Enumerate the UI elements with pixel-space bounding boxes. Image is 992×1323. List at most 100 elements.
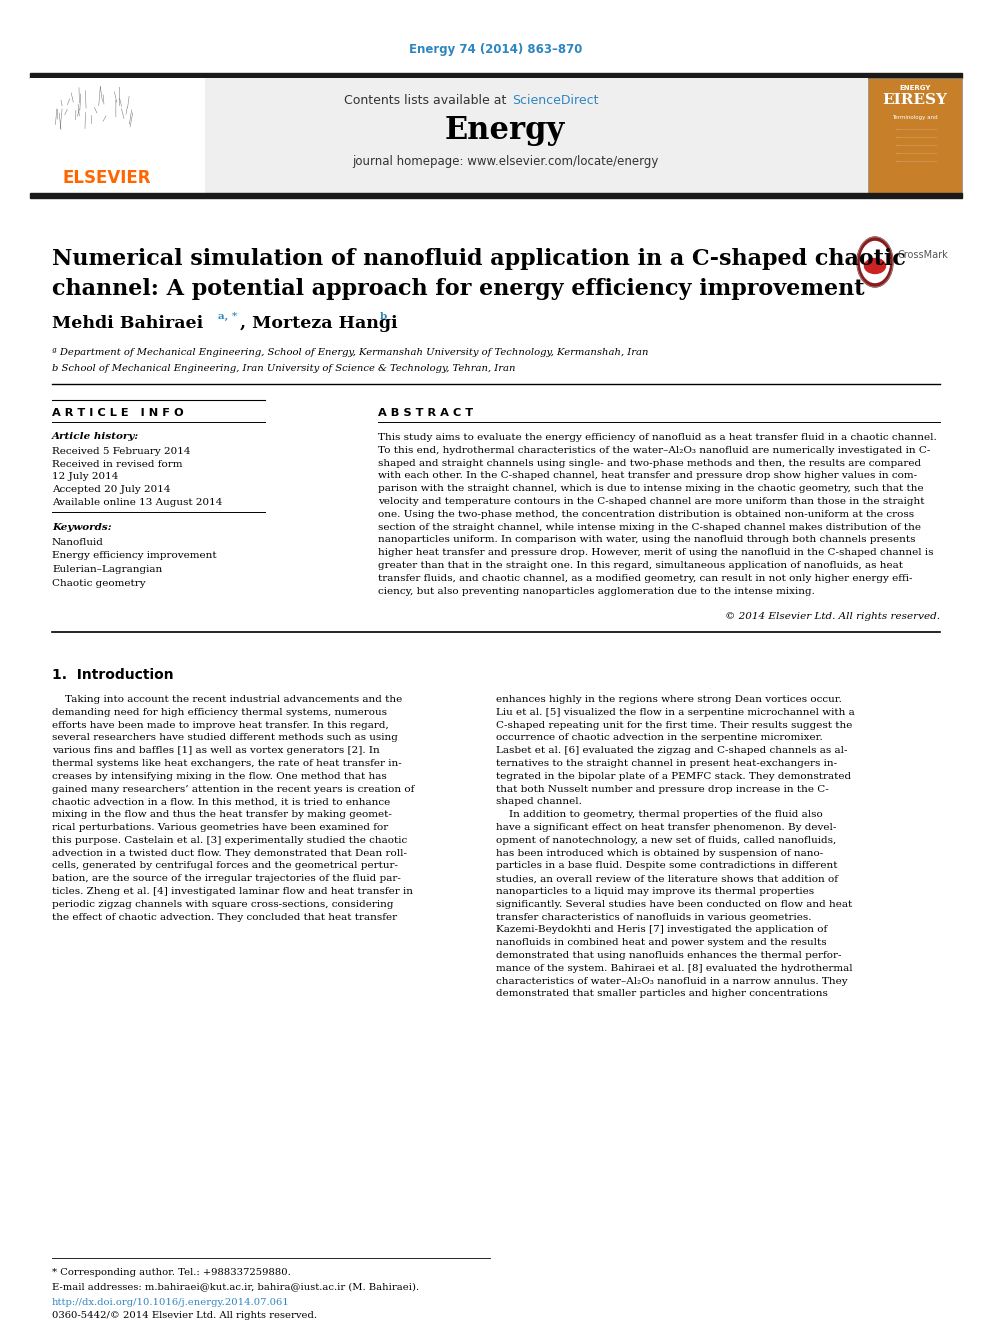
Text: nanoparticles uniform. In comparison with water, using the nanofluid through bot: nanoparticles uniform. In comparison wit…	[378, 536, 916, 544]
Text: Keywords:: Keywords:	[52, 523, 112, 532]
Text: several researchers have studied different methods such as using: several researchers have studied differe…	[52, 733, 398, 742]
Text: ____________________: ____________________	[895, 126, 937, 130]
Text: ENERGY: ENERGY	[900, 85, 930, 91]
Text: nanofluids in combined heat and power system and the results: nanofluids in combined heat and power sy…	[496, 938, 826, 947]
Text: various fins and baffles [1] as well as vortex generators [2]. In: various fins and baffles [1] as well as …	[52, 746, 380, 755]
Text: cells, generated by centrifugal forces and the geometrical pertur-: cells, generated by centrifugal forces a…	[52, 861, 398, 871]
Text: E-mail addresses: m.bahiraei@kut.ac.ir, bahira@iust.ac.ir (M. Bahiraei).: E-mail addresses: m.bahiraei@kut.ac.ir, …	[52, 1282, 420, 1291]
Text: * Corresponding author. Tel.: +988337259880.: * Corresponding author. Tel.: +988337259…	[52, 1267, 291, 1277]
Text: Received 5 February 2014: Received 5 February 2014	[52, 447, 190, 456]
Text: one. Using the two-phase method, the concentration distribution is obtained non-: one. Using the two-phase method, the con…	[378, 509, 914, 519]
Text: b: b	[380, 312, 387, 321]
Text: CrossMark: CrossMark	[898, 250, 948, 261]
Text: Nanofluid: Nanofluid	[52, 538, 104, 546]
Text: higher heat transfer and pressure drop. However, merit of using the nanofluid in: higher heat transfer and pressure drop. …	[378, 548, 933, 557]
Text: opment of nanotechnology, a new set of fluids, called nanofluids,: opment of nanotechnology, a new set of f…	[496, 836, 836, 845]
Text: enhances highly in the regions where strong Dean vortices occur.: enhances highly in the regions where str…	[496, 695, 842, 704]
Text: parison with the straight channel, which is due to intense mixing in the chaotic: parison with the straight channel, which…	[378, 484, 924, 493]
Text: Available online 13 August 2014: Available online 13 August 2014	[52, 497, 222, 507]
Text: shaped and straight channels using single- and two-phase methods and then, the r: shaped and straight channels using singl…	[378, 459, 922, 467]
Text: To this end, hydrothermal characteristics of the water–Al₂O₃ nanofluid are numer: To this end, hydrothermal characteristic…	[378, 446, 930, 455]
Text: A B S T R A C T: A B S T R A C T	[378, 407, 473, 418]
Text: velocity and temperature contours in the C-shaped channel are more uniform than : velocity and temperature contours in the…	[378, 497, 925, 505]
Text: characteristics of water–Al₂O₃ nanofluid in a narrow annulus. They: characteristics of water–Al₂O₃ nanofluid…	[496, 976, 847, 986]
Bar	[30, 193, 962, 198]
Text: In addition to geometry, thermal properties of the fluid also: In addition to geometry, thermal propert…	[496, 810, 822, 819]
Text: © 2014 Elsevier Ltd. All rights reserved.: © 2014 Elsevier Ltd. All rights reserved…	[725, 613, 940, 620]
Text: significantly. Several studies have been conducted on flow and heat: significantly. Several studies have been…	[496, 900, 852, 909]
Text: Liu et al. [5] visualized the flow in a serpentine microchannel with a: Liu et al. [5] visualized the flow in a …	[496, 708, 855, 717]
Text: bation, are the source of the irregular trajectories of the fluid par-: bation, are the source of the irregular …	[52, 875, 401, 884]
Text: shaped channel.: shaped channel.	[496, 798, 582, 807]
Bar	[30, 78, 205, 193]
Text: section of the straight channel, while intense mixing in the C-shaped channel ma: section of the straight channel, while i…	[378, 523, 921, 532]
Text: b School of Mechanical Engineering, Iran University of Science & Technology, Teh: b School of Mechanical Engineering, Iran…	[52, 364, 516, 373]
Ellipse shape	[860, 242, 890, 283]
Text: gained many researchers’ attention in the recent years is creation of: gained many researchers’ attention in th…	[52, 785, 415, 794]
Text: ciency, but also preventing nanoparticles agglomeration due to the intense mixin: ciency, but also preventing nanoparticle…	[378, 586, 814, 595]
Text: ScienceDirect: ScienceDirect	[512, 94, 598, 106]
Text: occurrence of chaotic advection in the serpentine micromixer.: occurrence of chaotic advection in the s…	[496, 733, 822, 742]
Text: efforts have been made to improve heat transfer. In this regard,: efforts have been made to improve heat t…	[52, 721, 389, 729]
Text: mance of the system. Bahiraei et al. [8] evaluated the hydrothermal: mance of the system. Bahiraei et al. [8]…	[496, 963, 853, 972]
Text: demonstrated that smaller particles and higher concentrations: demonstrated that smaller particles and …	[496, 990, 828, 999]
Text: periodic zigzag channels with square cross-sections, considering: periodic zigzag channels with square cro…	[52, 900, 394, 909]
Text: Energy efficiency improvement: Energy efficiency improvement	[52, 552, 216, 561]
Text: chaotic advection in a flow. In this method, it is tried to enhance: chaotic advection in a flow. In this met…	[52, 798, 390, 807]
Text: nanoparticles to a liquid may improve its thermal properties: nanoparticles to a liquid may improve it…	[496, 886, 814, 896]
Text: ____________________: ____________________	[895, 149, 937, 153]
Text: have a significant effect on heat transfer phenomenon. By devel-: have a significant effect on heat transf…	[496, 823, 836, 832]
Text: ternatives to the straight channel in present heat-exchangers in-: ternatives to the straight channel in pr…	[496, 759, 837, 767]
Text: Lasbet et al. [6] evaluated the zigzag and C-shaped channels as al-: Lasbet et al. [6] evaluated the zigzag a…	[496, 746, 847, 755]
Text: Mehdi Bahiraei: Mehdi Bahiraei	[52, 315, 203, 332]
Text: Contents lists available at: Contents lists available at	[343, 94, 510, 106]
Bar	[868, 78, 962, 193]
Text: tegrated in the bipolar plate of a PEMFC stack. They demonstrated: tegrated in the bipolar plate of a PEMFC…	[496, 771, 851, 781]
Text: has been introduced which is obtained by suspension of nano-: has been introduced which is obtained by…	[496, 848, 823, 857]
Text: transfer fluids, and chaotic channel, as a modified geometry, can result in not : transfer fluids, and chaotic channel, as…	[378, 574, 913, 583]
Text: Taking into account the recent industrial advancements and the: Taking into account the recent industria…	[52, 695, 402, 704]
Text: journal homepage: www.elsevier.com/locate/energy: journal homepage: www.elsevier.com/locat…	[352, 156, 658, 168]
Text: Numerical simulation of nanofluid application in a C-shaped chaotic
channel: A p: Numerical simulation of nanofluid applic…	[52, 247, 906, 299]
Text: 0360-5442/© 2014 Elsevier Ltd. All rights reserved.: 0360-5442/© 2014 Elsevier Ltd. All right…	[52, 1311, 317, 1320]
Text: Eulerian–Lagrangian: Eulerian–Lagrangian	[52, 565, 163, 574]
Text: rical perturbations. Various geometries have been examined for: rical perturbations. Various geometries …	[52, 823, 388, 832]
Text: Accepted 20 July 2014: Accepted 20 July 2014	[52, 486, 171, 493]
Bar	[30, 78, 868, 193]
Text: http://dx.doi.org/10.1016/j.energy.2014.07.061: http://dx.doi.org/10.1016/j.energy.2014.…	[52, 1298, 290, 1307]
Text: EIRESY: EIRESY	[883, 93, 947, 107]
Text: Chaotic geometry: Chaotic geometry	[52, 578, 146, 587]
Text: , Morteza Hangi: , Morteza Hangi	[240, 315, 398, 332]
Ellipse shape	[857, 237, 893, 287]
Text: demanding need for high efficiency thermal systems, numerous: demanding need for high efficiency therm…	[52, 708, 387, 717]
Text: Terminology and: Terminology and	[892, 115, 937, 120]
Text: that both Nusselt number and pressure drop increase in the C-: that both Nusselt number and pressure dr…	[496, 785, 828, 794]
Text: This study aims to evaluate the energy efficiency of nanofluid as a heat transfe: This study aims to evaluate the energy e…	[378, 433, 936, 442]
Text: creases by intensifying mixing in the flow. One method that has: creases by intensifying mixing in the fl…	[52, 771, 387, 781]
Text: studies, an overall review of the literature shows that addition of: studies, an overall review of the litera…	[496, 875, 838, 884]
Ellipse shape	[864, 258, 886, 274]
Text: demonstrated that using nanofluids enhances the thermal perfor-: demonstrated that using nanofluids enhan…	[496, 951, 841, 960]
Text: A R T I C L E   I N F O: A R T I C L E I N F O	[52, 407, 184, 418]
Text: advection in a twisted duct flow. They demonstrated that Dean roll-: advection in a twisted duct flow. They d…	[52, 848, 407, 857]
Text: mixing in the flow and thus the heat transfer by making geomet-: mixing in the flow and thus the heat tra…	[52, 810, 392, 819]
Text: ____________________: ____________________	[895, 134, 937, 138]
Text: ticles. Zheng et al. [4] investigated laminar flow and heat transfer in: ticles. Zheng et al. [4] investigated la…	[52, 886, 413, 896]
Text: ____________________: ____________________	[895, 157, 937, 161]
Text: thermal systems like heat exchangers, the rate of heat transfer in-: thermal systems like heat exchangers, th…	[52, 759, 402, 767]
Text: with each other. In the C-shaped channel, heat transfer and pressure drop show h: with each other. In the C-shaped channel…	[378, 471, 918, 480]
Text: a, *: a, *	[218, 312, 237, 321]
Text: the effect of chaotic advection. They concluded that heat transfer: the effect of chaotic advection. They co…	[52, 913, 397, 922]
Text: ____________________: ____________________	[895, 142, 937, 146]
Text: ª Department of Mechanical Engineering, School of Energy, Kermanshah University : ª Department of Mechanical Engineering, …	[52, 348, 649, 357]
Text: greater than that in the straight one. In this regard, simultaneous application : greater than that in the straight one. I…	[378, 561, 903, 570]
Text: Energy: Energy	[444, 115, 565, 146]
Text: Received in revised form: Received in revised form	[52, 460, 183, 468]
Text: Kazemi-Beydokhti and Heris [7] investigated the application of: Kazemi-Beydokhti and Heris [7] investiga…	[496, 925, 827, 934]
Text: particles in a base fluid. Despite some contradictions in different: particles in a base fluid. Despite some …	[496, 861, 837, 871]
Text: transfer characteristics of nanofluids in various geometries.: transfer characteristics of nanofluids i…	[496, 913, 811, 922]
Text: 1.  Introduction: 1. Introduction	[52, 668, 174, 681]
Text: C-shaped repeating unit for the first time. Their results suggest the: C-shaped repeating unit for the first ti…	[496, 721, 852, 729]
Bar	[30, 73, 962, 78]
Text: 12 July 2014: 12 July 2014	[52, 472, 118, 482]
